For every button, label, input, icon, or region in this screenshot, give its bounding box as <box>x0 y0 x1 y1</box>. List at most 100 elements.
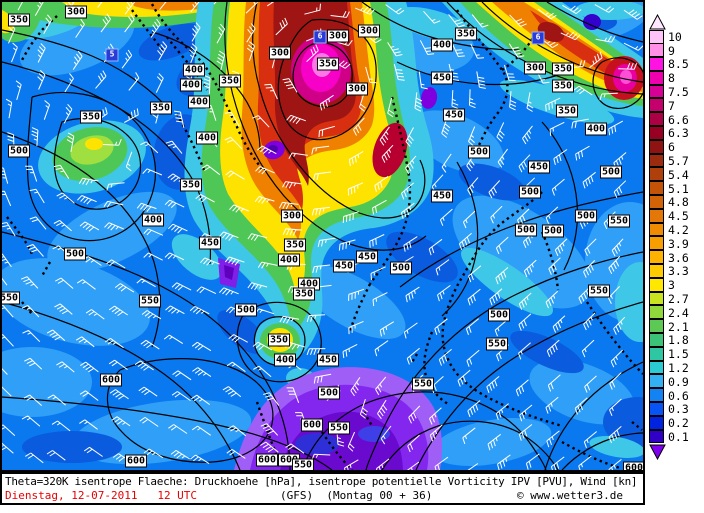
scale-color-box <box>649 30 664 44</box>
scale-value-label: 6 <box>668 140 675 155</box>
contour-label: 500 <box>518 185 542 199</box>
scale-entry: 5.4 <box>649 167 704 182</box>
scale-value-label: 10 <box>668 29 682 44</box>
contour-label: 550 <box>411 377 435 391</box>
contour-label: 350 <box>283 238 307 252</box>
contour-label: 600 <box>300 418 324 432</box>
contour-label: 350 <box>292 287 316 301</box>
scale-color-box <box>649 264 664 278</box>
scale-value-label: 5.7 <box>668 154 689 169</box>
contour-label: 500 <box>317 386 341 400</box>
scale-entry: 8 <box>649 70 704 85</box>
scale-value-label: 0.1 <box>668 430 689 444</box>
scale-value-label: 3.3 <box>668 264 689 279</box>
scale-entry: 6.6 <box>649 112 704 127</box>
scale-entry: 6.3 <box>649 126 704 141</box>
contour-label: 600 <box>124 454 148 468</box>
scale-arrow-down-icon <box>649 444 666 460</box>
scale-entry: 7.5 <box>649 84 704 100</box>
contour-label: 550 <box>138 294 162 308</box>
contour-label: 350 <box>79 110 103 124</box>
scale-value-label: 9 <box>668 43 675 58</box>
contour-label: 400 <box>195 131 219 145</box>
contour-label: 350 <box>555 104 579 118</box>
scale-entry: 2.4 <box>649 305 704 320</box>
contour-label: 350 <box>551 62 575 76</box>
contour-label: 600 <box>99 373 123 387</box>
scale-value-label: 0.9 <box>668 374 689 389</box>
contour-label: 500 <box>541 224 565 238</box>
scale-entry: 2.7 <box>649 291 704 307</box>
scale-color-box <box>649 153 664 168</box>
contour-label: 500 <box>7 144 31 158</box>
contour-label: 450 <box>430 71 454 85</box>
scale-value-label: 7.5 <box>668 85 689 100</box>
scale-color-box <box>649 305 664 320</box>
wind-barbs <box>2 2 643 470</box>
scale-color-box <box>649 388 664 403</box>
contour-label: 600 <box>255 453 279 467</box>
scale-value-label: 5.1 <box>668 181 689 196</box>
scale-color-box <box>649 84 664 99</box>
contour-label: 400 <box>182 63 206 77</box>
scale-color-box <box>649 319 664 334</box>
contour-label: 450 <box>442 108 466 122</box>
contour-label: 450 <box>332 259 356 273</box>
contour-label: 400 <box>187 95 211 109</box>
scale-entry: 1.5 <box>649 346 704 361</box>
scale-entry: 6 <box>649 139 704 155</box>
contour-label: 500 <box>574 209 598 223</box>
scale-color-box <box>649 415 664 430</box>
scale-color-box <box>649 346 664 361</box>
scale-entry: 4.5 <box>649 208 704 224</box>
contour-label: 350 <box>551 79 575 93</box>
contour-label: 350 <box>149 101 173 115</box>
scale-entry: 1.8 <box>649 333 704 348</box>
contour-label: 400 <box>273 353 297 367</box>
scale-value-label: 4.2 <box>668 223 689 238</box>
contour-label: 500 <box>514 223 538 237</box>
scale-color-box <box>649 139 664 154</box>
contour-label: 550 <box>607 214 631 228</box>
scale-color-box <box>649 291 664 306</box>
scale-entry: 9 <box>649 43 704 58</box>
scale-entry: 8.5 <box>649 57 704 72</box>
scale-value-label: 3.6 <box>668 250 689 265</box>
scale-color-box <box>649 57 664 71</box>
scale-color-box <box>649 98 664 113</box>
contour-label: 300 <box>64 5 88 19</box>
scale-value-label: 1.8 <box>668 333 689 348</box>
scale-color-box <box>649 374 664 389</box>
contour-label: 500 <box>599 165 623 179</box>
scale-value-label: 4.5 <box>668 209 689 224</box>
scale-color-box <box>649 112 664 127</box>
scale-value-label: 0.2 <box>668 416 689 431</box>
credit-link[interactable]: © www.wetter3.de <box>517 489 623 502</box>
scale-color-box <box>649 429 664 444</box>
contour-label: 550 <box>485 337 509 351</box>
point-marker: 6 <box>313 30 327 44</box>
scale-entry: 5.1 <box>649 181 704 196</box>
scale-entry: 0.9 <box>649 374 704 389</box>
valid-datetime: Dienstag, 12-07-2011 12 UTC <box>5 489 198 502</box>
point-marker: 5 <box>105 48 119 62</box>
scale-color-box <box>649 222 664 237</box>
scale-color-box <box>649 236 664 251</box>
contour-label: 400 <box>179 78 203 92</box>
scale-value-label: 2.7 <box>668 292 689 307</box>
contour-label: 500 <box>389 261 413 275</box>
scale-value-label: 1.2 <box>668 361 689 376</box>
contour-label: 300 <box>326 29 350 43</box>
scale-value-label: 7 <box>668 98 675 113</box>
scale-entry: 3.3 <box>649 264 704 279</box>
scale-color-box <box>649 43 664 58</box>
contour-label: 400 <box>430 38 454 52</box>
scale-color-box <box>649 126 664 140</box>
scale-value-label: 0.3 <box>668 402 689 417</box>
scale-value-label: 6.3 <box>668 126 689 141</box>
coastlines <box>6 3 643 470</box>
scale-entry: 4.8 <box>649 195 704 210</box>
model-run-info: (GFS) (Montag 00 + 36) <box>280 489 433 502</box>
contour-label: 350 <box>7 13 31 27</box>
contour-label: 550 <box>327 421 351 435</box>
